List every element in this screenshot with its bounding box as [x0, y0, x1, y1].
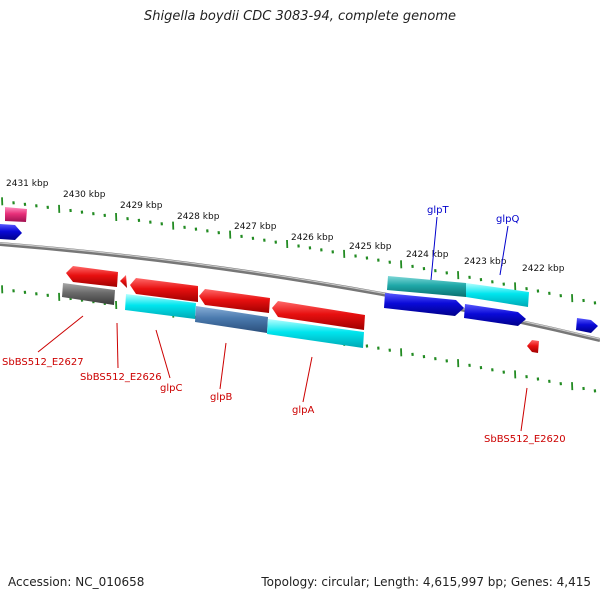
gene-glpT[interactable] — [384, 293, 464, 316]
connector-glpQ — [499, 225, 509, 276]
kbp-label: 2426 kbp — [291, 233, 334, 243]
gene-glpA[interactable] — [272, 301, 365, 330]
misc-feature-pink[interactable] — [5, 207, 27, 222]
gene-label-glpC[interactable]: glpC — [160, 383, 182, 394]
gene-forward-left[interactable] — [0, 224, 22, 240]
connector-glpA — [302, 356, 313, 403]
gene-label-glpA[interactable]: glpA — [292, 405, 314, 416]
gene-forward-right[interactable] — [576, 318, 598, 333]
accession-text: Accession: NC_010658 — [8, 575, 145, 589]
gene-label-SbBS512_E2627[interactable]: SbBS512_E2627 — [2, 357, 84, 368]
cds-glpC[interactable] — [125, 294, 196, 319]
gene-SbBS512_E2627[interactable] — [66, 266, 118, 287]
kbp-label: 2427 kbp — [234, 222, 277, 232]
connector-glpT — [430, 216, 438, 281]
pseudo-SbBS512_E2627[interactable] — [62, 283, 115, 305]
cds-glpA[interactable] — [267, 319, 364, 348]
cds-glpT[interactable] — [387, 276, 466, 297]
kbp-label: 2422 kbp — [522, 264, 565, 274]
gene-SbBS512_E2626[interactable] — [120, 275, 127, 288]
connector-SbBS512_E2626 — [116, 322, 119, 369]
cds-glpB[interactable] — [195, 306, 268, 333]
gene-label-SbBS512_E2626[interactable]: SbBS512_E2626 — [80, 372, 162, 383]
connector-SbBS512_E2620 — [520, 387, 528, 432]
gene-glpQ[interactable] — [464, 304, 526, 326]
cds-glpQ[interactable] — [466, 283, 529, 307]
gene-label-SbBS512_E2620[interactable]: SbBS512_E2620 — [484, 434, 566, 445]
kbp-label: 2425 kbp — [349, 242, 392, 252]
genome-summary-text: Topology: circular; Length: 4,615,997 bp… — [261, 575, 591, 589]
gene-glpB[interactable] — [199, 289, 270, 313]
connector-glpC — [155, 329, 171, 379]
scale-ticks-outer — [1, 197, 597, 305]
gene-SbBS512_E2620[interactable] — [527, 340, 539, 353]
kbp-label: 2431 kbp — [6, 179, 49, 189]
gene-label-glpQ[interactable]: glpQ — [496, 214, 519, 225]
genome-title: Shigella boydii CDC 3083-94, complete ge… — [143, 9, 457, 24]
kbp-label: 2429 kbp — [120, 201, 163, 211]
kbp-label: 2428 kbp — [177, 212, 220, 222]
kbp-label: 2424 kbp — [406, 250, 449, 260]
gene-label-glpT[interactable]: glpT — [427, 205, 449, 216]
gene-label-glpB[interactable]: glpB — [210, 392, 232, 403]
kbp-label: 2430 kbp — [63, 190, 106, 200]
connector-SbBS512_E2627 — [37, 315, 84, 353]
connector-glpB — [219, 342, 227, 390]
gene-glpC[interactable] — [130, 278, 198, 302]
kbp-label: 2423 kbp — [464, 257, 507, 267]
